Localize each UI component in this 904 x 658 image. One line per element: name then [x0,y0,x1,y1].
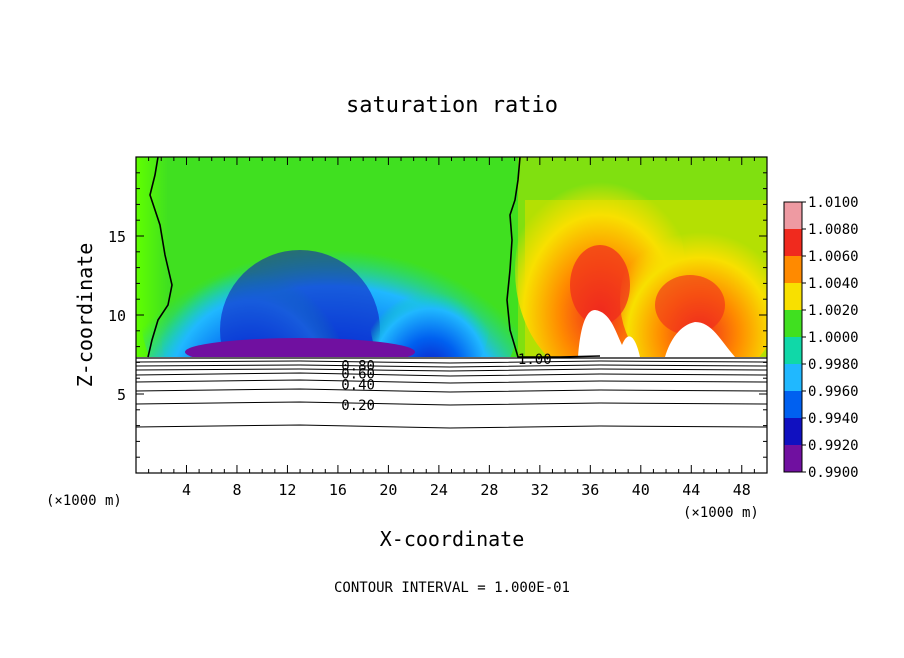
x-unit-left: (×1000 m) [46,493,122,509]
colorbar-label: 0.9980 [808,357,859,373]
colorbar-swatch [784,337,802,365]
x-tick-label: 12 [278,481,296,499]
colorbar-swatch [784,364,802,392]
x-axis-label: X-coordinate [380,527,525,551]
x-tick-label: 36 [581,481,599,499]
x-tick-label: 24 [430,481,448,499]
x-tick-label: 28 [480,481,498,499]
colorbar-swatch [784,310,802,338]
contour-label: 1.00 [518,352,552,368]
colorbar-label: 0.9960 [808,384,859,400]
y-tick-label: 15 [108,228,126,246]
contour-line-h5 [136,372,767,377]
contour-labels: 1.00 0.800.600.40 0.20 [341,352,551,414]
x-tick-label: 8 [232,481,241,499]
colorbar-swatch [784,256,802,284]
contour-interval-note: CONTOUR INTERVAL = 1.000E-01 [334,580,570,596]
plot-area [136,157,767,473]
colorbar-swatch [784,229,802,257]
contour-line-h3 [136,364,767,368]
y-tick-label: 10 [108,307,126,325]
x-tick-label: 40 [632,481,650,499]
saturated-gap-2 [665,322,735,357]
colorbar-label: 1.0040 [808,276,859,292]
colorbar-swatch [784,283,802,311]
x-axis: 4 8 12 16 20 24 28 32 36 40 44 48 [148,157,755,499]
colorbar-label: 1.0100 [808,195,859,211]
chart-title: saturation ratio [346,93,558,118]
colorbar-swatch [784,391,802,419]
x-tick-label: 20 [379,481,397,499]
contour-line-h4 [136,368,767,372]
contour-line-h2 [136,360,767,364]
colorbar-swatch [784,202,802,230]
colorbar-label: 1.0080 [808,222,859,238]
x-tick-label: 32 [531,481,549,499]
y-tick-label: 5 [117,386,126,404]
colorbar-label: 0.9900 [808,465,859,481]
contour-label: 0.20 [341,398,375,414]
contour-line-h8 [136,401,767,406]
contour-line-h6 [136,379,767,384]
moist-region-4 [655,275,725,335]
x-unit-right: (×1000 m) [683,505,759,521]
contour-label: 0.60 [341,366,375,382]
x-tick-label: 48 [733,481,751,499]
contour-line-h9 [136,424,767,429]
colorbar-swatch [784,445,802,473]
saturated-gap-1 [578,310,640,357]
colorbar-label: 0.9940 [808,411,859,427]
x-tick-label: 4 [182,481,191,499]
contour-line-h7 [136,388,767,393]
y-axis: 5 10 15 [108,172,767,458]
colorbar-label: 1.0020 [808,303,859,319]
contour-label: 0.40 [341,378,375,394]
x-tick-label: 44 [682,481,700,499]
contour-label: 0.80 [341,359,375,375]
colorbar-label: 1.0000 [808,330,859,346]
contour-line-1.00-left [147,157,173,358]
x-tick-label: 16 [329,481,347,499]
y-axis-label: Z-coordinate [73,243,97,388]
contour-line-1.00-right [506,157,601,358]
colorbar-label: 0.9920 [808,438,859,454]
colorbar-swatch [784,418,802,446]
colorbar: 1.0100 1.0080 1.0060 1.0040 1.0020 1.0000 0.99… [783,195,859,481]
colorbar-label: 1.0060 [808,249,859,265]
moist-region-3 [570,245,630,325]
